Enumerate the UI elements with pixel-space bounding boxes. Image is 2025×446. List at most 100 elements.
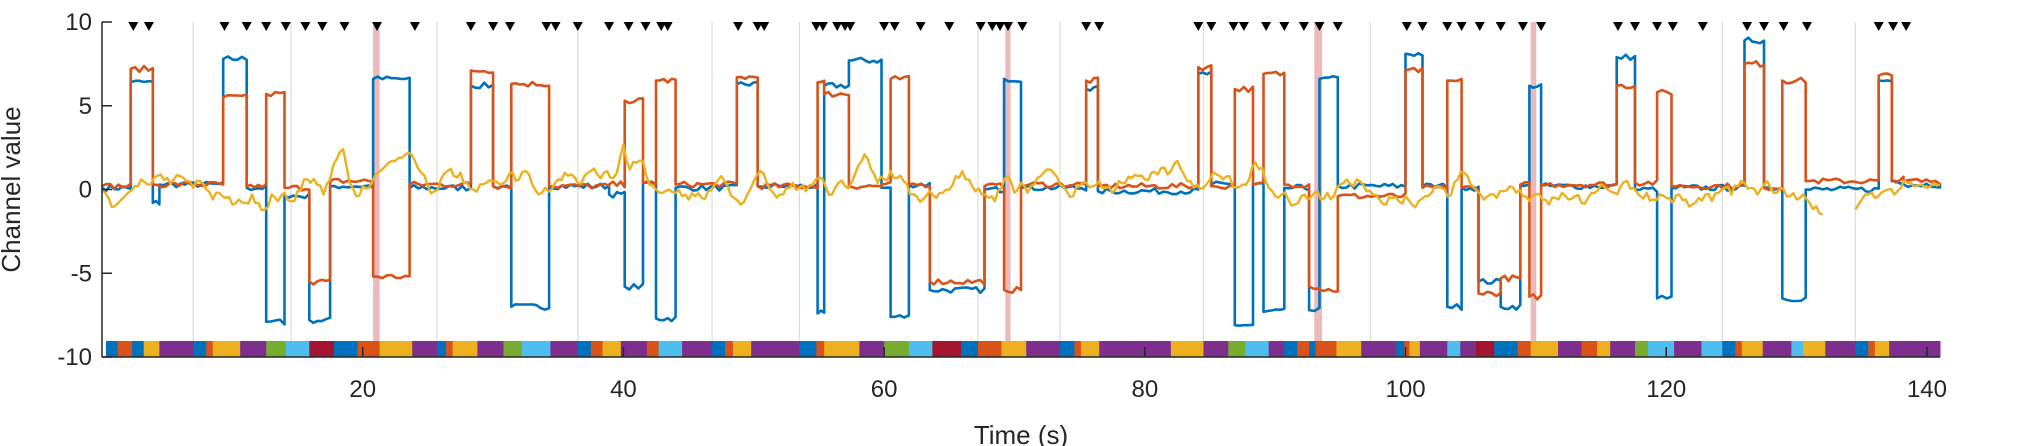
event-marker [1888,22,1899,31]
event-marker [488,22,499,31]
event-marker [1193,22,1204,31]
condition-block [1074,341,1082,357]
event-marker [1238,22,1249,31]
condition-block [712,341,726,357]
event-marker [1279,22,1290,31]
y-axis-title: Channel value [0,106,26,272]
event-marker [1298,22,1309,31]
condition-block [379,341,413,357]
event-marker [656,22,667,31]
event-marker [339,22,350,31]
series-lines [101,36,1942,327]
event-marker [1401,22,1412,31]
y-tick-label: 0 [79,177,92,204]
series-line-3 [101,143,1941,216]
condition-block [1099,341,1172,357]
event-marker [261,22,272,31]
event-marker [1742,22,1753,31]
condition-block [117,341,133,357]
x-axis-title: Time (s) [974,420,1068,446]
event-marker [1017,22,1028,31]
condition-block [1297,341,1310,357]
event-marker [1697,22,1708,31]
condition-block [908,341,933,357]
x-tick-label: 80 [1131,376,1158,403]
condition-block [1409,341,1421,357]
condition-block [1791,341,1804,357]
event-marker [1332,22,1343,31]
event-marker [541,22,552,31]
event-marker [845,22,856,31]
condition-block [732,341,752,357]
condition-block [1741,341,1764,357]
event-marker [1228,22,1239,31]
condition-block [1268,341,1285,357]
condition-block [1558,341,1583,357]
event-marker [817,22,828,31]
condition-block [285,341,310,357]
event-marker [811,22,822,31]
series-line-1 [101,36,1942,327]
condition-block [1396,341,1405,357]
y-tick-label: -5 [71,260,92,287]
event-marker [1652,22,1663,31]
condition-block [1080,341,1100,357]
event-marker [889,22,900,31]
condition-block [521,341,551,357]
event-marker [640,22,651,31]
condition-block [1762,341,1792,357]
event-marker [372,22,382,31]
condition-block [1060,341,1075,357]
highlight-band [373,22,380,357]
condition-block [590,341,604,357]
condition-block [1475,341,1495,357]
condition-block [1447,341,1461,357]
condition-block [1874,341,1890,357]
condition-block [577,341,592,357]
event-marker [944,22,955,31]
y-tick-label: 10 [65,9,92,36]
condition-block [1517,341,1532,357]
event-markers [128,22,1912,31]
condition-block [1419,341,1448,357]
y-tick-label: 5 [79,93,92,120]
condition-block [143,341,160,357]
condition-block [1581,341,1598,357]
condition-block [159,341,194,357]
event-marker [465,22,476,31]
condition-block [1228,341,1246,357]
event-marker [505,22,515,31]
condition-block [309,341,335,357]
condition-block [602,341,622,357]
event-marker [1261,22,1272,31]
x-tick-label: 100 [1386,376,1426,403]
event-marker [987,22,998,31]
event-marker [915,22,926,31]
condition-block [446,341,454,357]
event-marker [975,22,986,31]
series-line-2 [101,60,1942,301]
y-tick-label: -10 [57,344,92,371]
event-marker [317,22,328,31]
condition-block [1610,341,1636,357]
condition-block [1309,341,1317,357]
condition-block [1825,341,1856,357]
condition-block [1315,341,1337,357]
x-tick-label: 20 [349,376,376,403]
event-marker [1778,22,1789,31]
event-marker [832,22,843,31]
event-marker [1630,22,1640,31]
event-marker [1536,22,1547,31]
condition-block [503,341,523,357]
condition-block [477,341,504,357]
condition-block [1361,341,1397,357]
condition-block [1735,341,1743,357]
event-marker [1474,22,1485,31]
event-marker [1613,22,1623,31]
event-marker [1094,22,1105,31]
event-marker [219,22,230,31]
highlight-band [1530,22,1536,357]
event-marker [1442,22,1453,31]
condition-block [266,341,287,357]
